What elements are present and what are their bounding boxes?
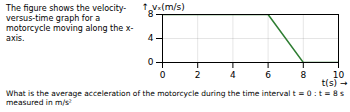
svg-text:8: 8 xyxy=(300,70,306,80)
html-text:What is the average accelerati: What is the average acceleration of the … xyxy=(6,89,344,107)
svg-text:10: 10 xyxy=(332,69,345,80)
svg-text:4: 4 xyxy=(230,70,236,80)
html-text:The figure shows the velocity-: The figure shows the velocity-versus-tim… xyxy=(6,4,134,43)
svg-text:t(s) →: t(s) → xyxy=(322,78,348,88)
svg-text:8: 8 xyxy=(147,9,154,20)
svg-text:0: 0 xyxy=(160,70,166,80)
svg-text:4: 4 xyxy=(148,33,154,43)
svg-text:6: 6 xyxy=(265,70,271,80)
svg-text:2: 2 xyxy=(195,70,201,80)
svg-text:↑ vₓ(m/s): ↑ vₓ(m/s) xyxy=(142,2,185,12)
svg-text:0: 0 xyxy=(148,57,154,67)
